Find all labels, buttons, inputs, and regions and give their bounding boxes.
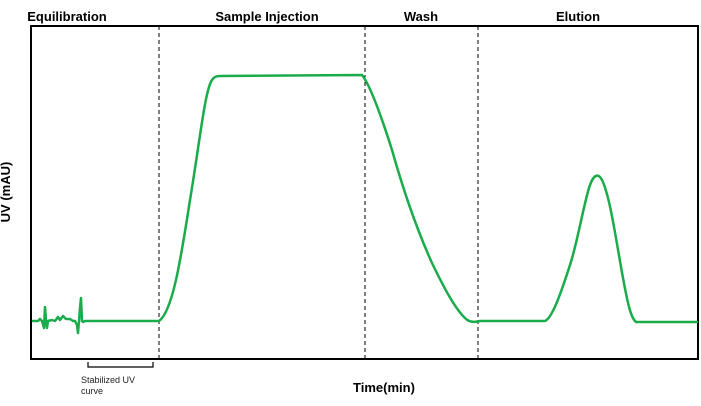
annotation-line-1: Stabilized UV: [81, 375, 135, 385]
x-axis-label: Time(min): [353, 380, 415, 395]
stabilized-bracket: [87, 362, 154, 368]
y-axis-label: UV (mAU): [0, 162, 13, 223]
annotation-line-2: curve: [81, 386, 103, 396]
phase-label-sample-injection: Sample Injection: [215, 9, 318, 24]
phase-label-elution: Elution: [556, 9, 600, 24]
uv-trace-line: [31, 73, 699, 335]
phase-label-wash: Wash: [404, 9, 438, 24]
phase-label-equilibration: Equilibration: [27, 9, 107, 24]
